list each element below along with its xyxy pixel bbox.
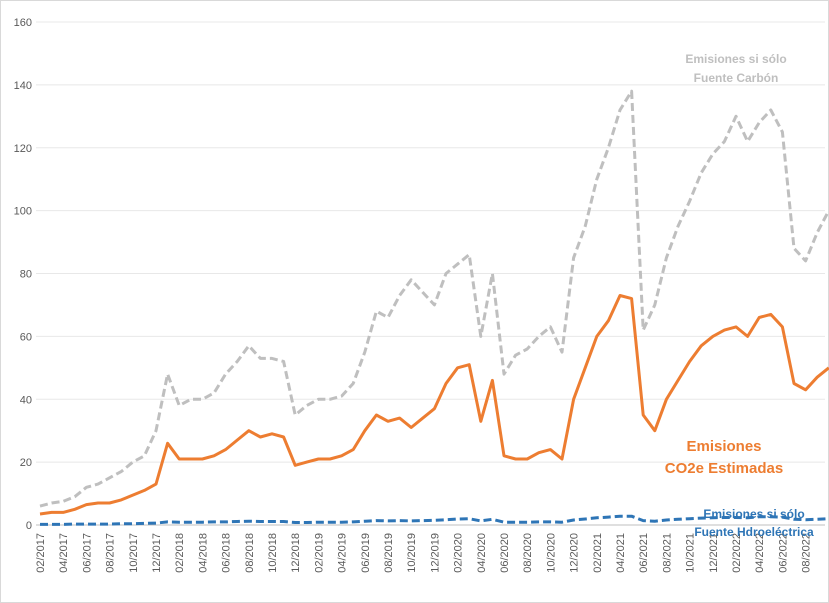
- x-tick-label: 12/2021: [708, 533, 720, 573]
- x-tick-label: 04/2020: [476, 533, 488, 573]
- x-tick-label: 06/2017: [81, 533, 93, 573]
- x-tick-label: 10/2018: [267, 533, 279, 573]
- x-tick-label: 10/2021: [685, 533, 697, 573]
- x-tick-label: 12/2020: [569, 533, 581, 573]
- series-label: Emisiones si sólo: [703, 507, 804, 521]
- x-tick-label: 12/2018: [290, 533, 302, 573]
- x-tick-label: 10/2020: [545, 533, 557, 573]
- x-tick-label: 06/2020: [499, 533, 511, 573]
- x-tick-label: 08/2019: [383, 533, 395, 573]
- x-tick-label: 08/2022: [801, 533, 813, 573]
- y-tick-label: 40: [20, 394, 32, 406]
- x-tick-label: 06/2018: [221, 533, 233, 573]
- x-tick-label: 08/2018: [244, 533, 256, 573]
- x-tick-label: 02/2020: [453, 533, 465, 573]
- x-tick-label: 08/2020: [522, 533, 534, 573]
- x-tick-label: 06/2022: [777, 533, 789, 573]
- x-tick-label: 08/2017: [105, 533, 117, 573]
- x-tick-label: 10/2019: [406, 533, 418, 573]
- y-tick-label: 160: [14, 17, 32, 29]
- x-tick-label: 04/2017: [58, 533, 70, 573]
- y-tick-label: 120: [14, 143, 32, 155]
- x-tick-label: 06/2019: [360, 533, 372, 573]
- x-tick-label: 02/2021: [592, 533, 604, 573]
- x-tick-label: 12/2019: [429, 533, 441, 573]
- x-tick-label: 04/2022: [754, 533, 766, 573]
- x-tick-label: 12/2017: [151, 533, 163, 573]
- x-tick-label: 02/2018: [174, 533, 186, 573]
- x-tick-label: 08/2021: [661, 533, 673, 573]
- series-label: Emisiones: [686, 438, 761, 455]
- x-tick-label: 04/2021: [615, 533, 627, 573]
- x-tick-label: 02/2019: [313, 533, 325, 573]
- series-line: [39, 294, 829, 516]
- series-label: Fuente Carbón: [694, 71, 779, 85]
- x-tick-label: 04/2018: [197, 533, 209, 573]
- x-tick-label: 06/2021: [638, 533, 650, 573]
- y-tick-label: 100: [14, 206, 32, 218]
- x-tick-label: 02/2017: [35, 533, 47, 573]
- series-label: CO2e Estimadas: [665, 460, 783, 477]
- series-label: Fuente Hdroeléctrica: [694, 525, 814, 539]
- y-tick-label: 140: [14, 80, 32, 92]
- x-tick-label: 04/2019: [337, 533, 349, 573]
- y-tick-label: 0: [26, 520, 32, 532]
- y-tick-label: 60: [20, 331, 32, 343]
- series-label: Emisiones si sólo: [685, 52, 786, 66]
- y-tick-label: 80: [20, 269, 32, 281]
- series-line: [39, 89, 829, 508]
- x-tick-label: 10/2017: [128, 533, 140, 573]
- x-tick-label: 02/2022: [731, 533, 743, 573]
- y-tick-label: 20: [20, 457, 32, 469]
